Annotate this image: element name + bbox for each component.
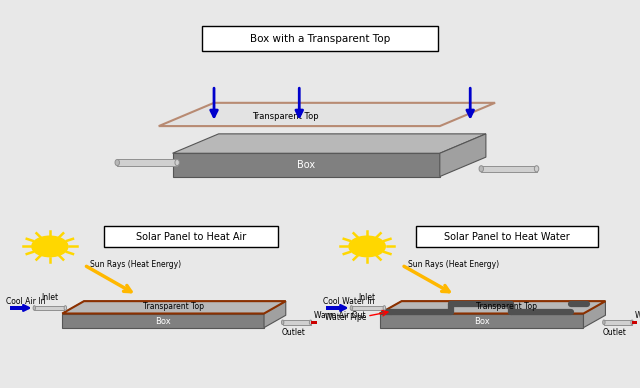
- Ellipse shape: [175, 159, 179, 166]
- Polygon shape: [440, 134, 486, 177]
- Ellipse shape: [350, 306, 353, 310]
- Text: Box: Box: [474, 317, 490, 326]
- Ellipse shape: [534, 166, 539, 172]
- Text: Warm Air Out: Warm Air Out: [314, 311, 365, 320]
- Text: Outlet: Outlet: [282, 328, 305, 337]
- Ellipse shape: [33, 306, 36, 310]
- Polygon shape: [62, 301, 286, 314]
- Bar: [604, 320, 632, 325]
- Text: Warm Water Out: Warm Water Out: [636, 311, 640, 320]
- Text: Transparent Top: Transparent Top: [476, 302, 536, 311]
- Text: Transparent Top: Transparent Top: [143, 302, 204, 311]
- Text: Transparent Top: Transparent Top: [252, 112, 319, 121]
- Bar: [310, 321, 331, 324]
- Polygon shape: [173, 153, 440, 177]
- Polygon shape: [62, 314, 264, 327]
- Text: Sun Rays (Heat Energy): Sun Rays (Heat Energy): [408, 260, 499, 268]
- Bar: [117, 159, 177, 166]
- Ellipse shape: [603, 320, 605, 325]
- Text: Inlet: Inlet: [358, 293, 376, 302]
- Bar: [326, 307, 341, 310]
- Polygon shape: [264, 301, 286, 327]
- Circle shape: [32, 236, 68, 256]
- Text: Box with a Transparent Top: Box with a Transparent Top: [250, 34, 390, 44]
- Text: Solar Panel to Heat Water: Solar Panel to Heat Water: [444, 232, 570, 242]
- Polygon shape: [62, 301, 286, 314]
- Polygon shape: [159, 103, 495, 126]
- Bar: [632, 321, 640, 324]
- Ellipse shape: [383, 306, 385, 310]
- Ellipse shape: [282, 320, 284, 325]
- Polygon shape: [380, 301, 605, 314]
- Polygon shape: [380, 314, 584, 327]
- Circle shape: [349, 236, 385, 256]
- Ellipse shape: [64, 306, 67, 310]
- Text: Water Pipe: Water Pipe: [324, 313, 366, 322]
- Text: Cool Air In: Cool Air In: [6, 297, 46, 306]
- Text: Sun Rays (Heat Energy): Sun Rays (Heat Energy): [90, 260, 181, 268]
- Polygon shape: [380, 301, 605, 314]
- Text: Inlet: Inlet: [42, 293, 58, 302]
- Polygon shape: [173, 134, 486, 153]
- Text: Cool Water In: Cool Water In: [323, 297, 374, 306]
- Bar: [481, 166, 536, 172]
- Bar: [283, 320, 310, 325]
- Ellipse shape: [115, 159, 120, 166]
- Ellipse shape: [631, 320, 634, 325]
- Bar: [351, 306, 385, 310]
- Bar: [35, 306, 65, 310]
- Bar: [10, 307, 24, 310]
- FancyBboxPatch shape: [416, 226, 598, 247]
- FancyBboxPatch shape: [104, 226, 278, 247]
- Text: Box: Box: [156, 317, 171, 326]
- Text: Solar Panel to Heat Air: Solar Panel to Heat Air: [136, 232, 246, 242]
- Text: Outlet: Outlet: [603, 328, 627, 337]
- Ellipse shape: [309, 320, 312, 325]
- Polygon shape: [584, 301, 605, 327]
- Ellipse shape: [479, 166, 483, 172]
- FancyBboxPatch shape: [202, 26, 438, 51]
- Text: Box: Box: [297, 160, 316, 170]
